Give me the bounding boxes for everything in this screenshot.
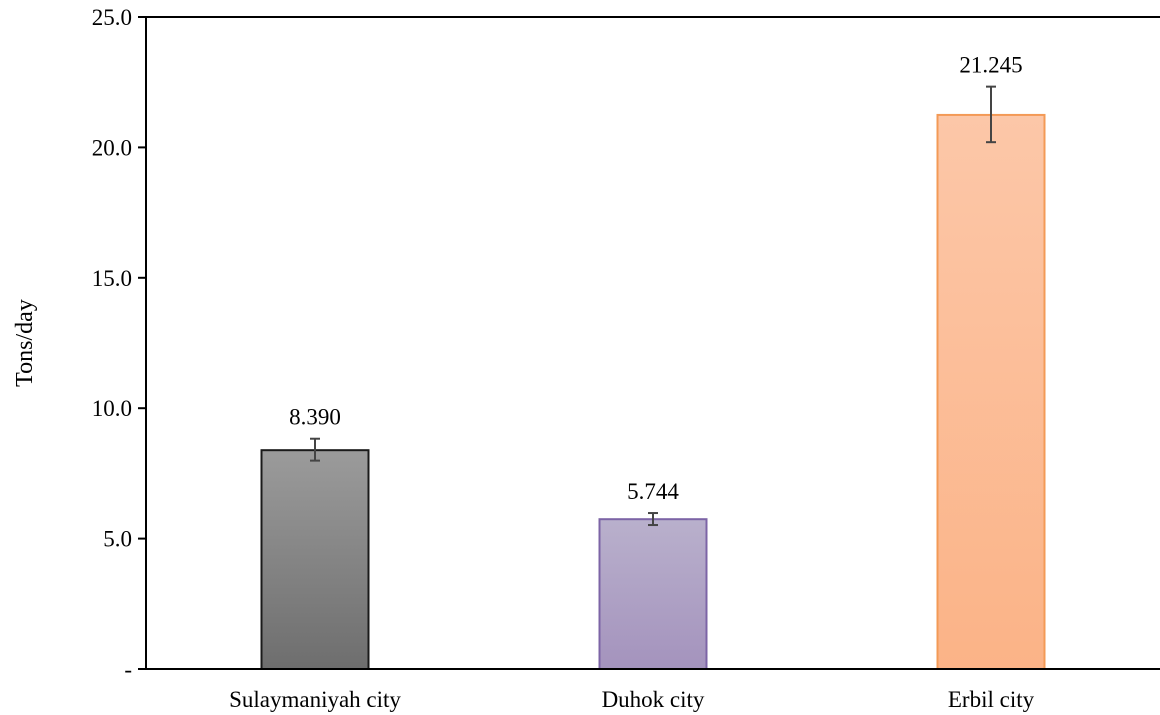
axes-layer [145,16,1160,670]
y-tick-label: 25.0 [92,5,132,30]
x-category-label: Duhok city [602,687,705,712]
data-labels-layer: 8.390 5.744 21.245 [289,53,1023,504]
error-bar-duhok-city [648,512,658,527]
bar-duhok-city [598,518,708,670]
y-tick-label: - [124,657,132,682]
error-bar-erbil-city [986,85,996,144]
error-bars-layer [310,85,996,527]
data-label: 5.744 [627,479,679,504]
y-tick-label: 5.0 [103,527,132,552]
x-category-labels-layer: Sulaymaniyah city Duhok city Erbil city [229,687,1035,712]
y-tick-label: 20.0 [92,135,132,160]
y-axis-title: Tons/day [12,299,38,387]
bars-layer [260,113,1046,671]
bar-erbil-city [936,113,1046,670]
data-label: 8.390 [289,405,341,430]
data-label: 21.245 [959,53,1022,78]
x-category-label: Erbil city [948,687,1035,712]
x-category-label: Sulaymaniyah city [229,687,401,712]
error-bar-sulaymaniyah-city [310,437,320,462]
bar-sulaymaniyah-city [260,449,370,671]
y-tick-label: 15.0 [92,266,132,291]
y-tick-label: 10.0 [92,396,132,421]
y-ticks-layer: - 5.0 10.0 15.0 20.0 25.0 [92,5,146,682]
